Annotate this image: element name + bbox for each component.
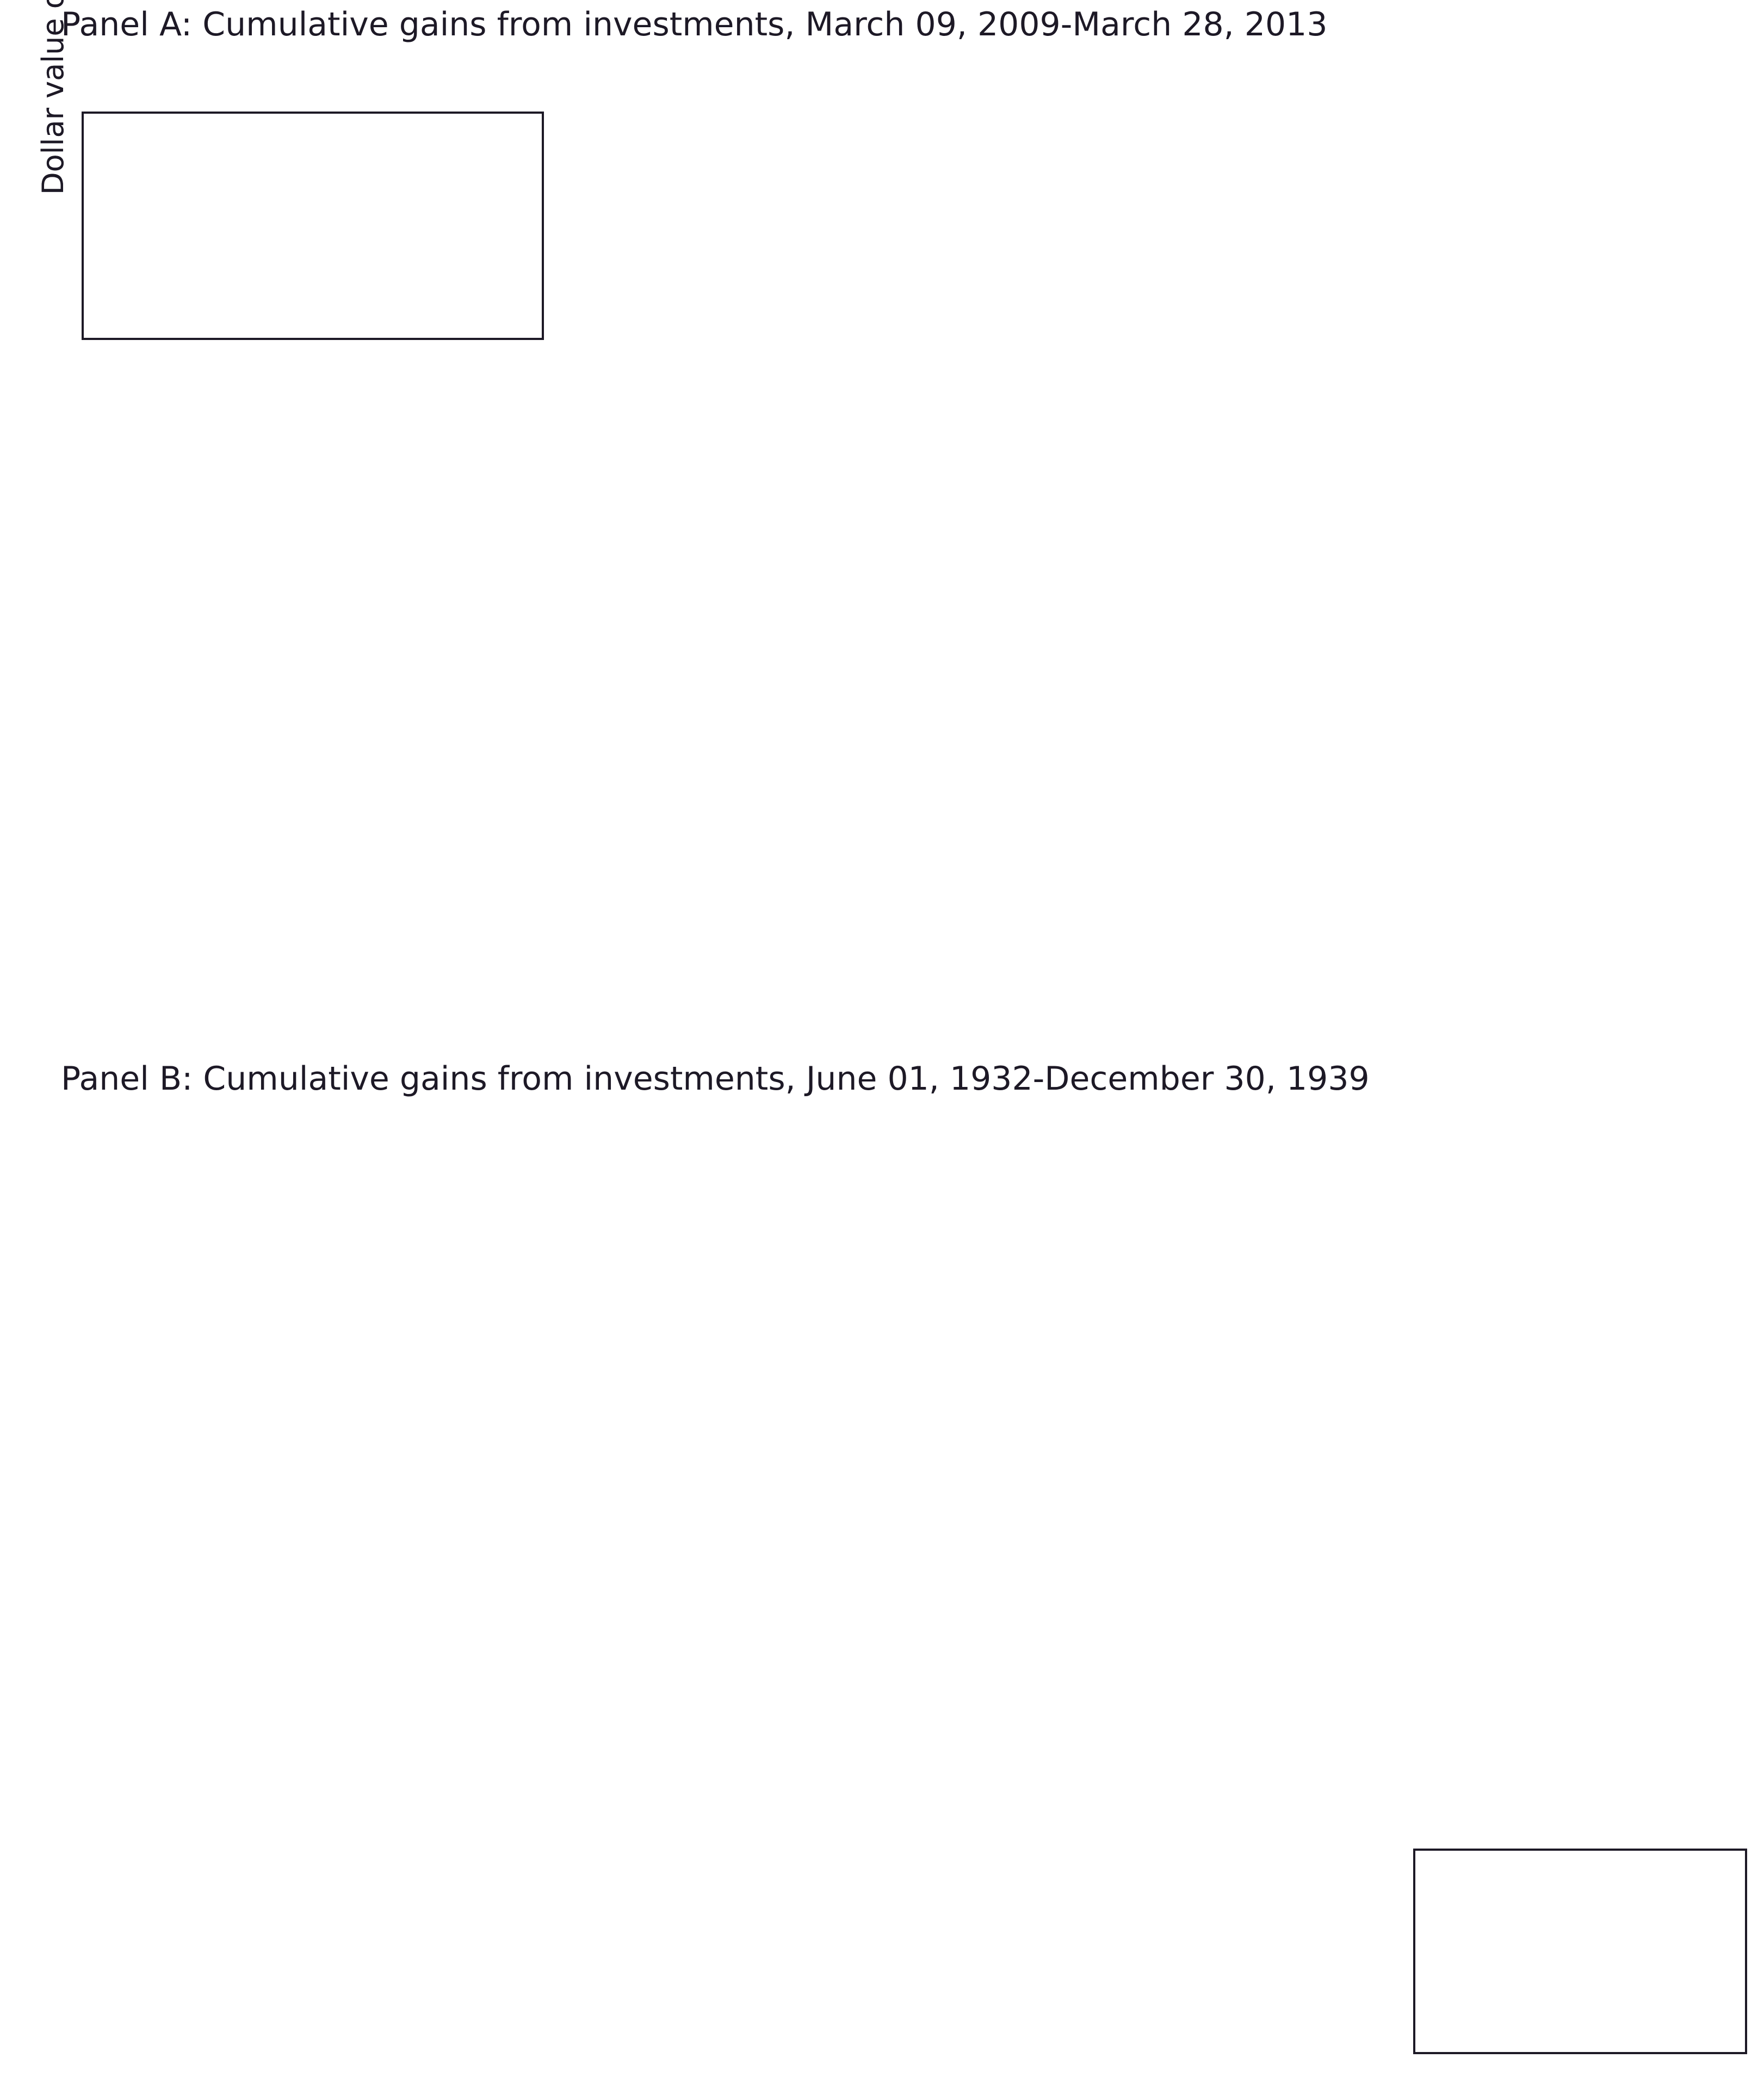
panel-b-legend xyxy=(1413,1849,1747,2054)
panel-b-title: Panel B: Cumulative gains from investmen… xyxy=(61,1060,1370,1098)
panel-a-title: Panel A: Cumulative gains from investmen… xyxy=(61,5,1328,44)
panel-a-legend xyxy=(82,112,544,340)
panel-b-y-axis-label: Dollar value of investment xyxy=(36,0,70,195)
